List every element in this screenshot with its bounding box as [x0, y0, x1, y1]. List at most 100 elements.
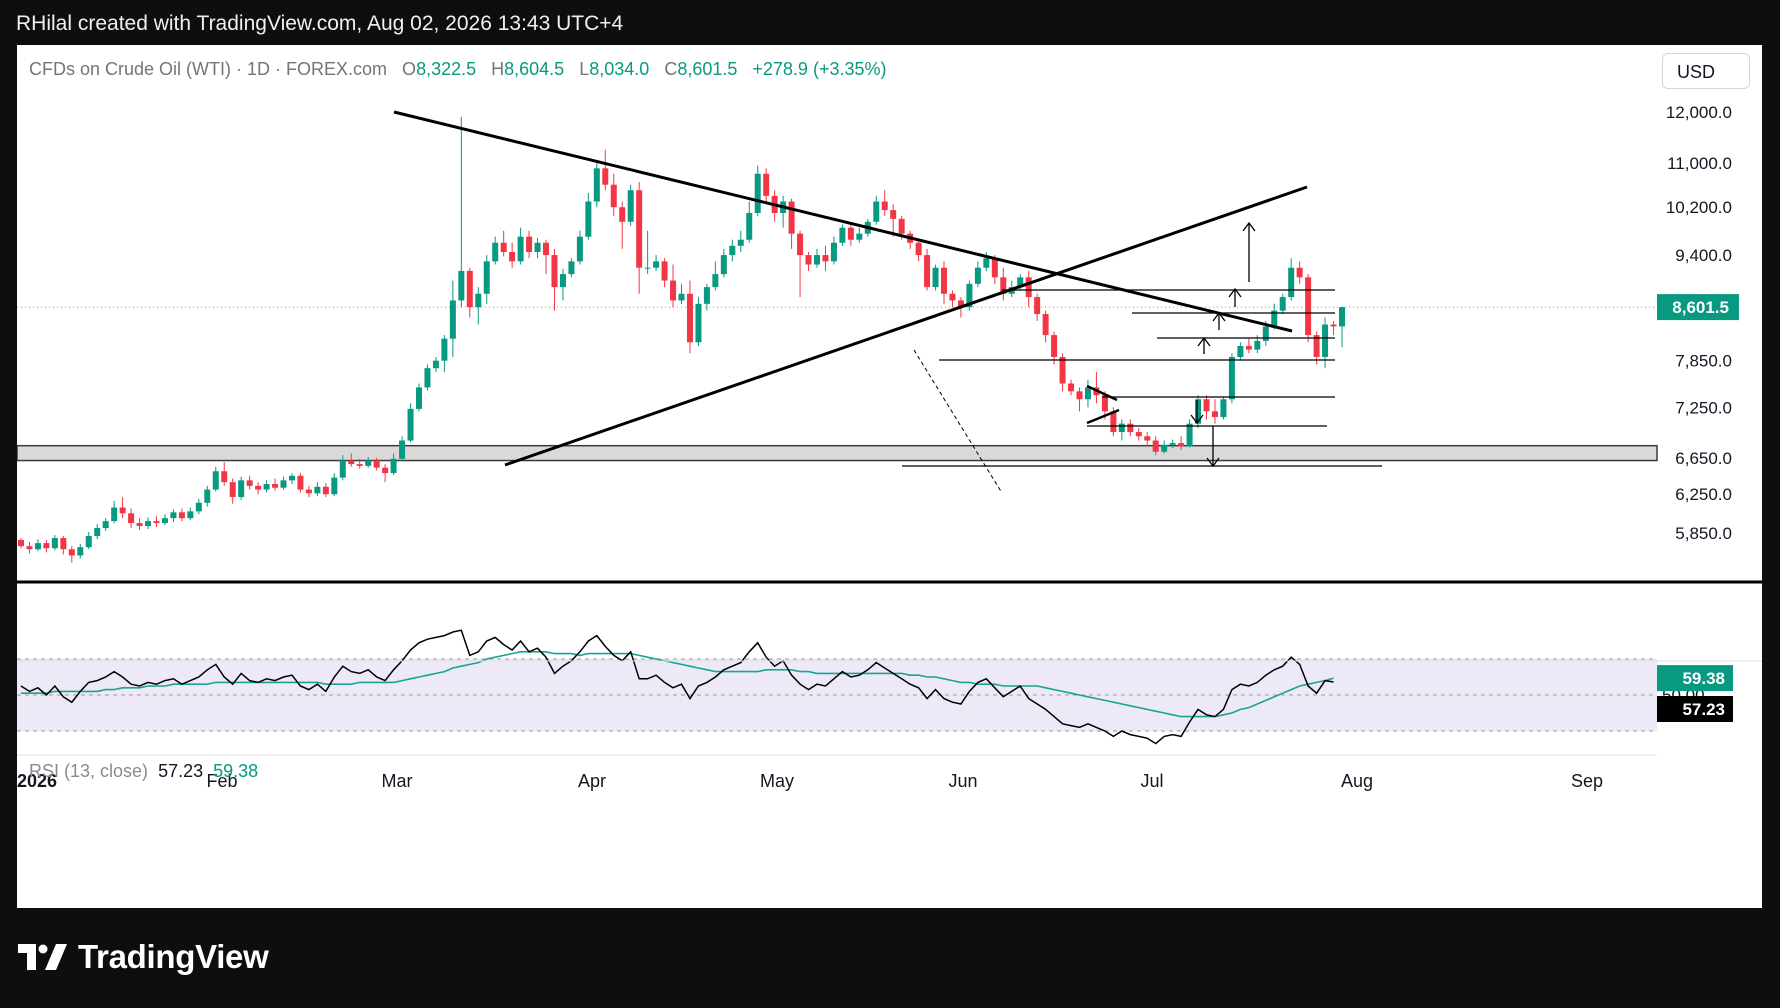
candle-body — [441, 338, 448, 361]
candle-body — [585, 201, 592, 237]
candle-body — [610, 184, 617, 208]
candle-body — [619, 207, 626, 222]
candle-body — [517, 236, 524, 262]
candle-body — [644, 267, 651, 269]
candle-body — [873, 201, 880, 222]
candle-body — [1034, 297, 1041, 315]
candle-body — [729, 245, 736, 256]
candle-body — [509, 251, 516, 262]
time-tick-label: Aug — [1341, 771, 1373, 791]
candle-body — [1161, 444, 1168, 452]
candle-body — [51, 538, 58, 549]
candle-body — [466, 270, 473, 308]
candle-body — [1084, 387, 1091, 400]
candle-body — [898, 218, 905, 234]
candle-body — [153, 521, 160, 524]
rsi-ma-badge — [1657, 665, 1733, 692]
candle-body — [534, 242, 541, 252]
candle-body — [221, 471, 228, 483]
target-arrow-head — [1190, 414, 1204, 425]
candle-body — [1245, 345, 1252, 350]
price-tick-label: 5,850.0 — [1675, 524, 1732, 543]
candle-body — [1110, 411, 1117, 433]
candle-body — [1101, 395, 1108, 412]
candle-body — [1330, 324, 1337, 327]
candle-body — [1000, 277, 1007, 294]
candle-body — [297, 475, 304, 490]
candle-body — [1211, 411, 1218, 418]
candle-body — [856, 233, 863, 240]
candle-body — [1339, 307, 1345, 327]
symbol-legend: CFDs on Crude Oil (WTI) · 1D · FOREX.com… — [29, 59, 887, 80]
candle-body — [1313, 335, 1320, 357]
candle-body — [636, 190, 643, 268]
candle-body — [737, 239, 744, 246]
high-value: 8,604.5 — [504, 59, 565, 79]
candle-body — [1059, 356, 1066, 384]
candle-body — [559, 274, 566, 288]
candle-body — [568, 261, 575, 275]
candle-body — [797, 233, 804, 256]
candle-body — [670, 280, 677, 301]
target-arrow-head — [1242, 221, 1256, 232]
price-tick-label: 6,650.0 — [1675, 449, 1732, 468]
open-value: 8,322.5 — [416, 59, 477, 79]
rsi-line — [20, 629, 1334, 745]
candle-body — [483, 261, 490, 294]
candle-body — [602, 168, 609, 185]
price-tick-label: 7,850.0 — [1675, 352, 1732, 371]
candle-body — [399, 440, 406, 459]
candle-body — [957, 300, 964, 308]
candle-body — [60, 538, 67, 550]
candle-body — [754, 173, 761, 214]
time-tick-label: Apr — [578, 771, 606, 791]
tradingview-brand[interactable]: TradingView — [18, 938, 269, 976]
low-value: 8,034.0 — [589, 59, 650, 79]
candle-body — [661, 261, 668, 281]
candle-body — [915, 242, 922, 256]
candle-body — [830, 242, 837, 262]
high-label: H — [491, 59, 505, 79]
candle-body — [280, 480, 287, 488]
close-label: C — [664, 59, 678, 79]
candle-body — [839, 227, 846, 243]
candle-body — [356, 464, 363, 466]
currency-button[interactable]: USD — [1662, 53, 1750, 89]
flag-line — [1086, 408, 1120, 425]
candle-body — [136, 523, 143, 527]
rsi-badge — [1657, 695, 1733, 722]
candle-body — [924, 255, 931, 288]
rsi-label: RSI (13, close) — [29, 761, 149, 781]
candle-body — [983, 258, 990, 268]
candle-body — [365, 460, 372, 466]
candle-body — [145, 521, 152, 527]
candle-body — [1288, 267, 1295, 298]
candle-body — [415, 387, 422, 409]
candle-body — [746, 213, 753, 240]
chart-panel[interactable]: 12,000.0 11,000.0 10,200.0 9,400.0 7,850.0 7,… — [17, 45, 1762, 908]
target-arrow-head — [1197, 336, 1211, 347]
candle-body — [627, 190, 634, 222]
candle-body — [1178, 443, 1185, 447]
candle-body — [212, 471, 219, 490]
target-arrow-head — [1206, 457, 1220, 468]
open-label: O — [402, 59, 417, 79]
candle-body — [1068, 383, 1075, 392]
price-chart[interactable]: 12,000.0 11,000.0 10,200.0 9,400.0 7,850.0 7,… — [17, 45, 1762, 908]
candle-body — [492, 242, 499, 262]
candle-body — [382, 467, 389, 474]
time-tick-label: May — [760, 771, 794, 791]
ascending-trendline — [504, 185, 1308, 467]
candle-body — [18, 540, 24, 547]
candle-body — [932, 267, 939, 288]
candle-body — [890, 210, 897, 219]
candle-body — [703, 287, 710, 304]
candle-body — [1279, 297, 1286, 311]
time-tick-label: Feb — [206, 771, 237, 791]
candle-body — [204, 489, 211, 503]
rsi-legend: RSI (13, close) 57.23 59.38 — [29, 761, 258, 782]
candle-body — [43, 543, 50, 549]
candle-body — [170, 512, 177, 519]
candle-body — [1169, 443, 1176, 445]
candle-body — [1076, 391, 1083, 400]
